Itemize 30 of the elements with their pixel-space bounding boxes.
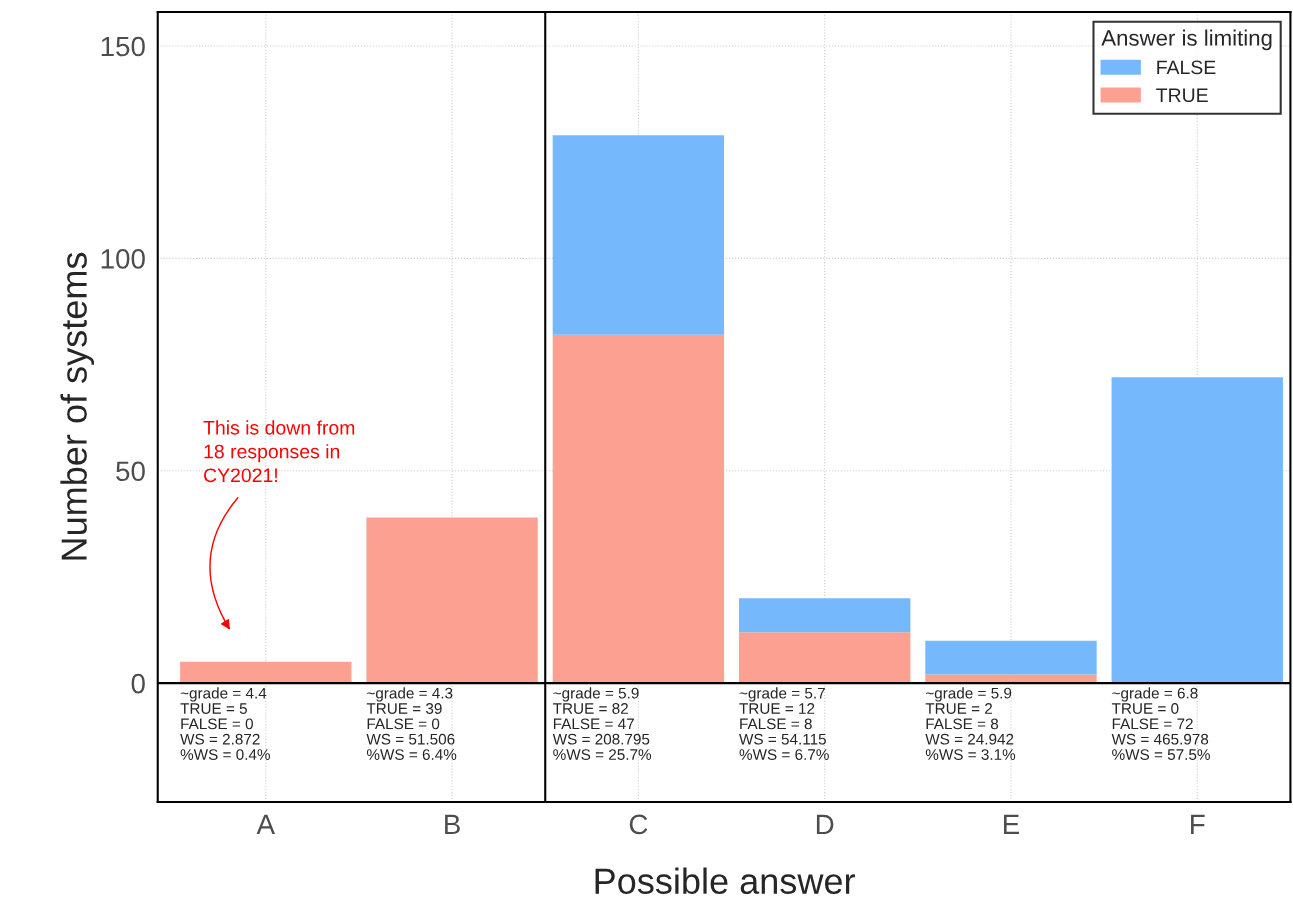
- bar: [180, 661, 352, 684]
- bar: [552, 334, 725, 684]
- x-tick-label: E: [1003, 814, 1020, 834]
- bar: [738, 598, 911, 633]
- legend-label: TRUE: [1156, 88, 1208, 103]
- annotation: ~grade = 5.7 TRUE = 12 FALSE = 8 WS = 54.115 %WS = 6.7%: [739, 687, 829, 760]
- bar: [366, 517, 538, 684]
- legend-label: FALSE: [1157, 60, 1216, 75]
- x-tick-label: B: [445, 814, 460, 834]
- y-tick-label: 50: [116, 461, 145, 482]
- bar: [925, 640, 1097, 675]
- annotation: ~grade = 5.9 TRUE = 82 FALSE = 47 WS = 208.795 %WS = 25.7%: [552, 687, 652, 760]
- y-tick-label: 100: [101, 249, 145, 269]
- y-tick-label: 0: [131, 673, 145, 694]
- annotation: This is down from 18 responses in CY2021!: [203, 420, 355, 483]
- x-axis-title: Possible answer: [595, 867, 855, 895]
- y-tick-label: 150: [101, 36, 145, 57]
- legend-title: Answer is limiting: [1101, 29, 1272, 51]
- bar: [1111, 377, 1283, 684]
- bar: [738, 632, 911, 684]
- x-tick-label: F: [1191, 814, 1205, 834]
- annotation: ~grade = 5.9 TRUE = 2 FALSE = 8 WS = 24.942 %WS = 3.1%: [925, 687, 1016, 760]
- y-axis-title: Number of systems: [60, 252, 95, 560]
- bar: [552, 135, 725, 335]
- annotation: ~grade = 4.3 TRUE = 39 FALSE = 0 WS = 51.506 %WS = 6.4%: [366, 687, 457, 760]
- annotation: ~grade = 6.8 TRUE = 0 FALSE = 72 WS = 465.978 %WS = 57.5%: [1111, 687, 1210, 760]
- annotation: ~grade = 4.4 TRUE = 5 FALSE = 0 WS = 2.872 %WS = 0.4%: [180, 687, 270, 760]
- x-tick-label: C: [629, 814, 648, 835]
- x-tick-label: D: [816, 814, 834, 834]
- x-tick-label: A: [256, 814, 275, 834]
